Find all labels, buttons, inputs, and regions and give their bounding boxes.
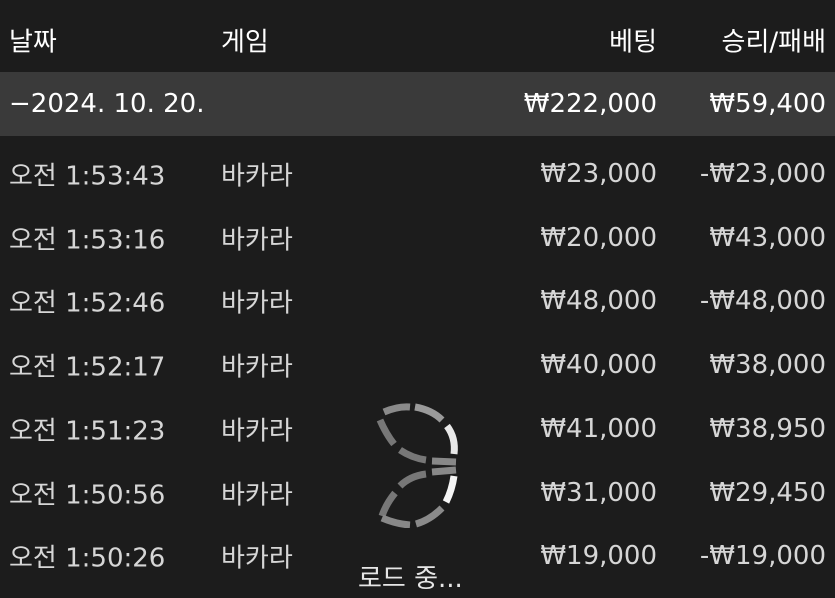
collapse-toggle[interactable]: − [9, 89, 31, 119]
row-time: 오전 1:52:46 [9, 288, 166, 319]
column-header-result[interactable]: 승리/패배 [721, 27, 826, 58]
row-game: 바카라 [221, 480, 293, 510]
group-bet-total: ₩222,000 [523, 89, 657, 119]
table-row[interactable]: 오전 1:50:56 바카라 ₩31,000 ₩29,450 [0, 461, 835, 525]
table-header: 날짜 게임 베팅 승리/패배 [0, 8, 835, 72]
row-bet: ₩23,000 [540, 159, 657, 189]
row-time: 오전 1:50:56 [9, 480, 166, 510]
row-bet: ₩20,000 [540, 222, 657, 253]
loading-text: 로드 중... [358, 564, 463, 594]
row-result: ₩38,950 [709, 413, 826, 444]
row-bet: ₩19,000 [540, 541, 657, 572]
row-time: 오전 1:50:26 [9, 543, 166, 574]
table-row[interactable]: 오전 1:53:16 바카라 ₩20,000 ₩43,000 [0, 206, 835, 270]
table-row[interactable]: 오전 1:53:43 바카라 ₩23,000 -₩23,000 [0, 142, 835, 206]
row-time: 오전 1:53:16 [9, 225, 166, 256]
row-game: 바카라 [221, 161, 293, 192]
table-row[interactable]: 오전 1:51:23 바카라 ₩41,000 ₩38,950 [0, 397, 835, 461]
row-result: ₩29,450 [709, 477, 826, 508]
date-group-row[interactable]: −2024. 10. 20. ₩222,000 ₩59,400 [0, 72, 835, 136]
row-bet: ₩48,000 [540, 286, 657, 317]
group-date: −2024. 10. 20. [9, 89, 205, 119]
row-bet: ₩41,000 [540, 413, 657, 444]
table-row[interactable]: 오전 1:52:17 바카라 ₩40,000 ₩38,000 [0, 333, 835, 397]
row-result: -₩19,000 [699, 541, 826, 572]
row-game: 바카라 [221, 543, 293, 574]
row-result: -₩23,000 [699, 159, 826, 189]
row-game: 바카라 [221, 416, 293, 447]
column-header-date[interactable]: 날짜 [9, 27, 57, 58]
loading-spinner-icon [376, 403, 458, 528]
column-header-bet[interactable]: 베팅 [609, 27, 657, 58]
row-bet: ₩31,000 [540, 477, 657, 508]
row-result: -₩48,000 [699, 286, 826, 317]
table-row[interactable]: 오전 1:52:46 바카라 ₩48,000 -₩48,000 [0, 269, 835, 333]
row-time: 오전 1:51:23 [9, 416, 166, 447]
row-result: ₩38,000 [709, 350, 826, 381]
row-bet: ₩40,000 [540, 350, 657, 381]
row-game: 바카라 [221, 352, 293, 383]
column-header-game[interactable]: 게임 [221, 27, 269, 58]
row-game: 바카라 [221, 225, 293, 256]
row-game: 바카라 [221, 288, 293, 319]
table-row[interactable]: 오전 1:50:26 바카라 ₩19,000 -₩19,000 [0, 524, 835, 588]
group-result-total: ₩59,400 [709, 89, 826, 119]
row-result: ₩43,000 [709, 222, 826, 253]
row-time: 오전 1:52:17 [9, 352, 166, 383]
row-time: 오전 1:53:43 [9, 161, 166, 192]
